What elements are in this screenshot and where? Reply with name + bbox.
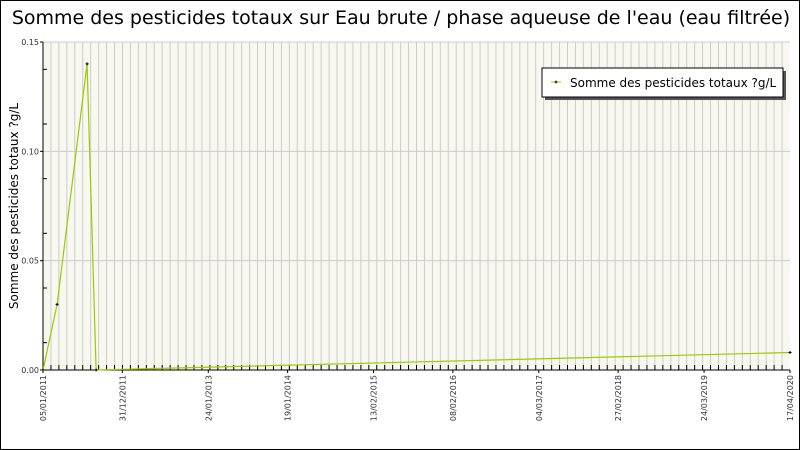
chart-title: Somme des pesticides totaux sur Eau brut… — [11, 7, 791, 29]
data-point — [55, 302, 59, 306]
legend-box — [541, 67, 784, 98]
data-point — [94, 368, 98, 372]
data-point — [41, 368, 45, 372]
y-tick-label: 0.05 — [21, 257, 39, 266]
y-axis-label: Somme des pesticides totaux ?g/L — [7, 103, 21, 310]
x-tick-label: 13/02/2015 — [370, 375, 379, 421]
x-tick-label: 04/03/2017 — [535, 375, 544, 421]
data-point — [85, 62, 89, 66]
x-tick-label: 27/02/2018 — [614, 375, 623, 421]
x-tick-label: 24/03/2019 — [700, 375, 709, 421]
x-tick-label: 17/04/2020 — [786, 375, 795, 421]
x-tick-label: 05/01/2011 — [39, 375, 48, 421]
x-tick-label: 19/01/2014 — [284, 375, 293, 421]
legend: Somme des pesticides totaux ?g/L — [541, 67, 786, 100]
y-tick-label: 0.00 — [21, 366, 39, 375]
data-point — [788, 351, 792, 355]
x-tick-label: 08/02/2016 — [449, 375, 458, 421]
x-tick-label: 31/12/2011 — [118, 375, 127, 421]
x-tick-label: 24/01/2013 — [204, 375, 213, 421]
legend-marker — [554, 80, 558, 84]
y-tick-label: 0.10 — [21, 147, 39, 156]
y-tick-label: 0.15 — [21, 38, 39, 47]
legend-label: Somme des pesticides totaux ?g/L — [570, 76, 777, 90]
